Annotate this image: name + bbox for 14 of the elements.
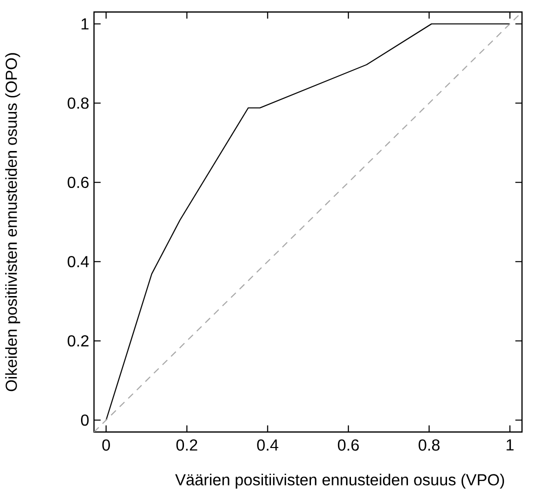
x-tick-label: 0.2 [176,439,198,451]
y-axis-title: Oikeiden positiivisten ennusteiden osuus (OPO) [5,53,20,392]
y-tick-label: 0.6 [68,176,89,188]
x-tick-label: 0.8 [418,439,440,451]
x-tick-label: 0 [102,439,110,451]
x-tick-label: 0.4 [257,439,278,451]
x-axis-title: Väärien positiivisten ennusteiden osuus (VPO) [175,474,504,489]
y-tick-label: 1 [82,18,89,30]
y-tick-label: 0.4 [68,256,89,268]
y-tick-label: 0 [81,414,89,426]
x-tick-label: 1 [506,439,514,450]
x-tick-label: 0.6 [338,439,359,451]
y-tick-label: 0.8 [68,97,89,109]
y-tick-label: 0.2 [68,335,88,347]
